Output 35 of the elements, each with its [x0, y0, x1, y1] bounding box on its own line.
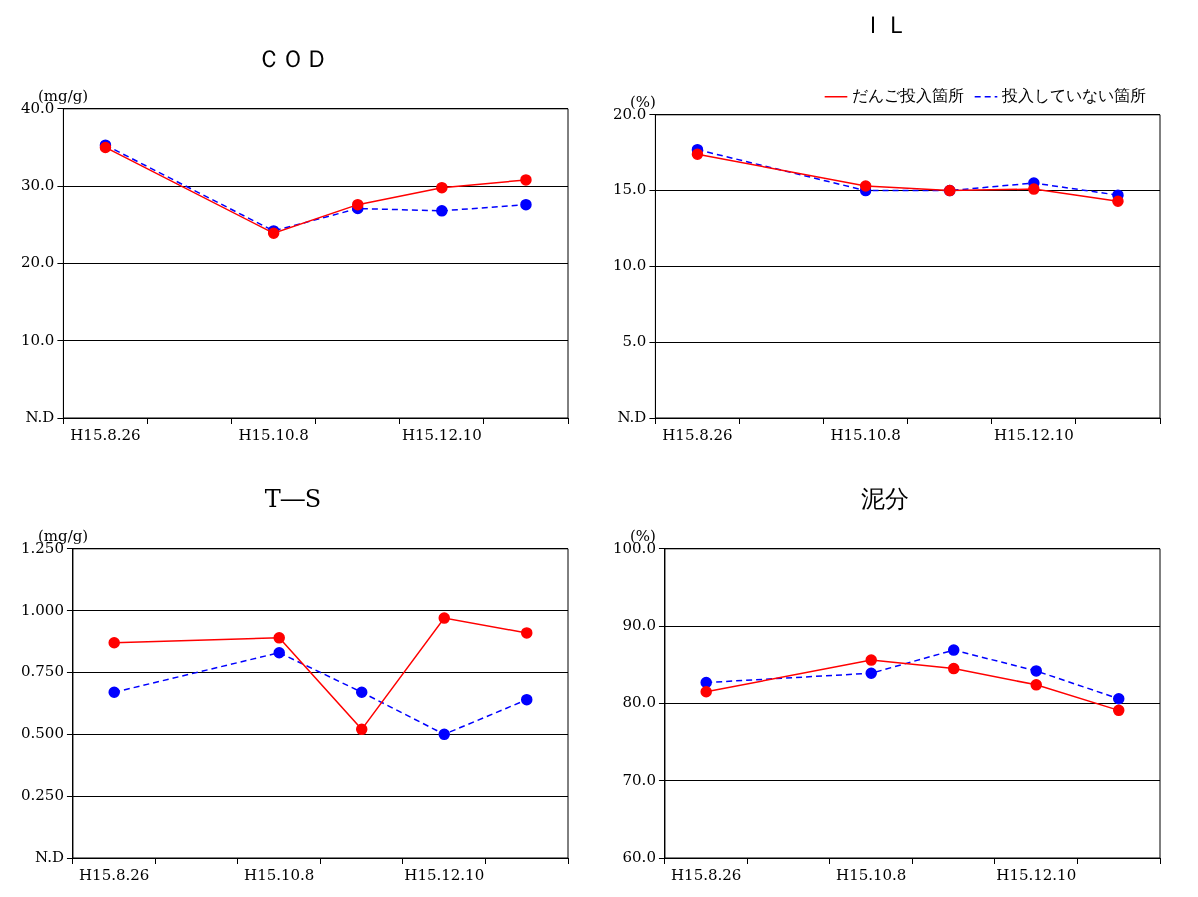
x-tick-label: H15.10.8: [830, 425, 901, 444]
y-tick-label: 15.0: [612, 180, 647, 199]
x-tick-label: H15.12.10: [401, 425, 482, 444]
y-tick-label: 80.0: [622, 693, 656, 712]
y-tick-label: 0.500: [20, 724, 64, 743]
x-tick-label: H15.12.10: [993, 425, 1074, 444]
legend-label: 投入していない箇所: [1001, 85, 1146, 105]
chart-title: 泥分: [861, 484, 909, 513]
y-tick-label: 10.0: [20, 330, 55, 349]
y-tick-label: N.D: [25, 407, 55, 426]
x-tick-label: H15.10.8: [238, 425, 309, 444]
y-tick-label: 70.0: [622, 770, 656, 789]
x-tick-label: H15.8.26: [70, 425, 141, 444]
chart-title: ＣＯＤ: [257, 44, 329, 73]
y-tick-label: 60.0: [622, 847, 656, 866]
x-tick-label: H15.8.26: [79, 865, 150, 884]
x-tick-label: H15.10.8: [244, 865, 315, 884]
chart-title: ＩＬ: [861, 10, 909, 39]
y-tick-label: 10.0: [612, 256, 647, 275]
y-tick-label: N.D: [34, 847, 64, 866]
y-tick-label: 5.0: [622, 332, 647, 351]
y-tick-label: 0.750: [20, 662, 64, 681]
x-tick-label: H15.12.10: [404, 865, 485, 884]
x-tick-label: H15.8.26: [671, 865, 742, 884]
y-tick-label: 1.000: [20, 600, 64, 619]
x-tick-label: H15.10.8: [836, 865, 907, 884]
legend-label: だんご投入箇所: [852, 85, 964, 105]
y-tick-label: N.D: [617, 407, 647, 426]
x-tick-label: H15.12.10: [996, 865, 1077, 884]
y-tick-label: 0.250: [20, 786, 64, 805]
y-tick-label: 90.0: [622, 615, 656, 634]
y-tick-label: 30.0: [20, 175, 55, 194]
y-tick-label: 20.0: [20, 253, 55, 272]
x-tick-label: H15.8.26: [662, 425, 733, 444]
chart-title: T―S: [264, 484, 322, 513]
